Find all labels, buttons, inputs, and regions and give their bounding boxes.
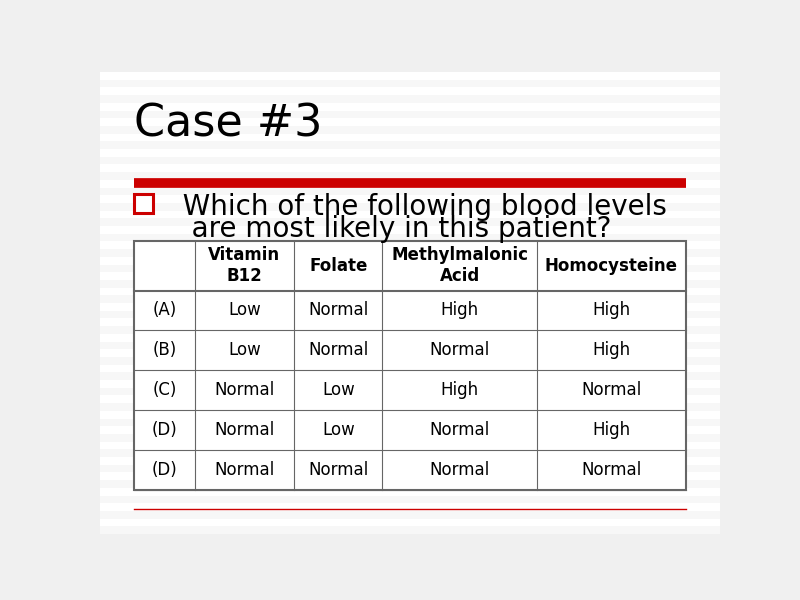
Bar: [100, 426, 720, 434]
Bar: [100, 249, 720, 257]
Text: Vitamin
B12: Vitamin B12: [208, 246, 281, 285]
Text: Low: Low: [322, 382, 354, 400]
Bar: [100, 72, 720, 80]
Bar: [100, 319, 720, 326]
Bar: [100, 395, 720, 403]
Bar: [100, 311, 720, 319]
Bar: [134, 241, 686, 490]
Bar: [100, 226, 720, 233]
Bar: [100, 180, 720, 187]
Bar: [100, 203, 720, 211]
Bar: [100, 280, 720, 287]
Bar: [100, 380, 720, 388]
Bar: [100, 349, 720, 357]
Bar: [100, 419, 720, 426]
Bar: [100, 233, 720, 241]
Text: Methylmalonic
Acid: Methylmalonic Acid: [391, 246, 528, 285]
Text: (D): (D): [151, 461, 178, 479]
Text: Normal: Normal: [308, 301, 368, 319]
Bar: [100, 388, 720, 395]
Bar: [100, 464, 720, 472]
Bar: [100, 157, 720, 164]
Bar: [100, 272, 720, 280]
Text: Low: Low: [228, 301, 261, 319]
Text: are most likely in this patient?: are most likely in this patient?: [165, 215, 612, 243]
Bar: [100, 442, 720, 449]
Text: Normal: Normal: [430, 461, 490, 479]
Bar: [100, 372, 720, 380]
Bar: [100, 187, 720, 195]
Text: Normal: Normal: [214, 421, 274, 439]
Bar: [100, 110, 720, 118]
Bar: [100, 295, 720, 303]
Bar: [100, 126, 720, 134]
Bar: [100, 526, 720, 534]
Text: High: High: [441, 301, 478, 319]
Bar: [100, 118, 720, 126]
Bar: [100, 434, 720, 442]
Bar: [100, 218, 720, 226]
Text: Normal: Normal: [308, 461, 368, 479]
Text: Homocysteine: Homocysteine: [545, 257, 678, 275]
Text: Normal: Normal: [582, 461, 642, 479]
Text: Low: Low: [322, 421, 354, 439]
Bar: [100, 95, 720, 103]
Text: Case #3: Case #3: [134, 102, 322, 145]
Text: Folate: Folate: [309, 257, 367, 275]
Bar: [100, 303, 720, 311]
Bar: [100, 287, 720, 295]
Bar: [100, 195, 720, 203]
Bar: [100, 457, 720, 464]
Bar: [100, 241, 720, 249]
Text: (C): (C): [152, 382, 177, 400]
Bar: [100, 472, 720, 480]
Bar: [100, 334, 720, 341]
Bar: [100, 134, 720, 141]
Text: Normal: Normal: [430, 341, 490, 359]
Bar: [100, 518, 720, 526]
Bar: [100, 265, 720, 272]
Text: Which of the following blood levels: Which of the following blood levels: [165, 193, 667, 221]
Bar: [100, 496, 720, 503]
Bar: [100, 365, 720, 372]
Bar: [100, 80, 720, 88]
Bar: [134, 194, 153, 213]
Bar: [100, 149, 720, 157]
Bar: [100, 341, 720, 349]
Bar: [100, 164, 720, 172]
Text: High: High: [592, 421, 630, 439]
Bar: [100, 88, 720, 95]
Bar: [100, 480, 720, 488]
Text: High: High: [592, 301, 630, 319]
Text: Normal: Normal: [214, 461, 274, 479]
Text: (A): (A): [152, 301, 177, 319]
Bar: [100, 503, 720, 511]
Text: Low: Low: [228, 341, 261, 359]
Text: (D): (D): [151, 421, 178, 439]
Bar: [100, 326, 720, 334]
Bar: [100, 103, 720, 110]
Text: High: High: [592, 341, 630, 359]
Bar: [134, 241, 686, 490]
Text: Normal: Normal: [308, 341, 368, 359]
Bar: [100, 141, 720, 149]
Bar: [100, 211, 720, 218]
Bar: [100, 488, 720, 496]
Bar: [100, 257, 720, 265]
Bar: [100, 449, 720, 457]
Bar: [100, 403, 720, 411]
Bar: [100, 511, 720, 518]
Text: High: High: [441, 382, 478, 400]
Bar: [100, 357, 720, 365]
Text: Normal: Normal: [582, 382, 642, 400]
Bar: [100, 411, 720, 419]
Text: Normal: Normal: [430, 421, 490, 439]
Bar: [100, 172, 720, 180]
Text: Normal: Normal: [214, 382, 274, 400]
Text: (B): (B): [152, 341, 177, 359]
